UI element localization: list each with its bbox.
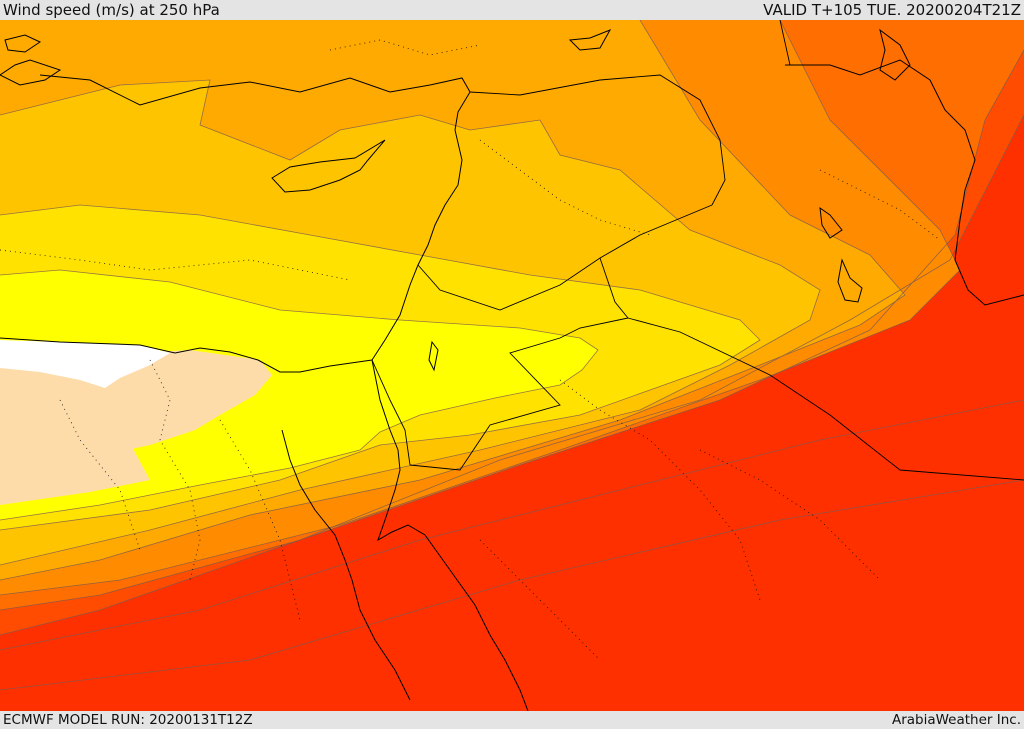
map-title: Wind speed (m/s) at 250 hPa	[3, 1, 220, 19]
model-run: ECMWF MODEL RUN: 20200131T12Z	[3, 712, 253, 728]
isotach-contours	[0, 20, 1024, 691]
country-borders	[371, 20, 1024, 481]
band-peach	[0, 350, 272, 505]
footer-bar: ECMWF MODEL RUN: 20200131T12Z ArabiaWeat…	[0, 711, 1024, 729]
wind-speed-map	[0, 20, 1024, 711]
band-white	[0, 340, 170, 388]
valid-time: VALID T+105 TUE. 20200204T21Z	[763, 1, 1021, 19]
admin-boundaries	[0, 39, 941, 661]
header-bar: Wind speed (m/s) at 250 hPa VALID T+105 …	[0, 0, 1024, 20]
credit: ArabiaWeather Inc.	[891, 712, 1021, 728]
band-bright-yellow	[0, 270, 598, 520]
